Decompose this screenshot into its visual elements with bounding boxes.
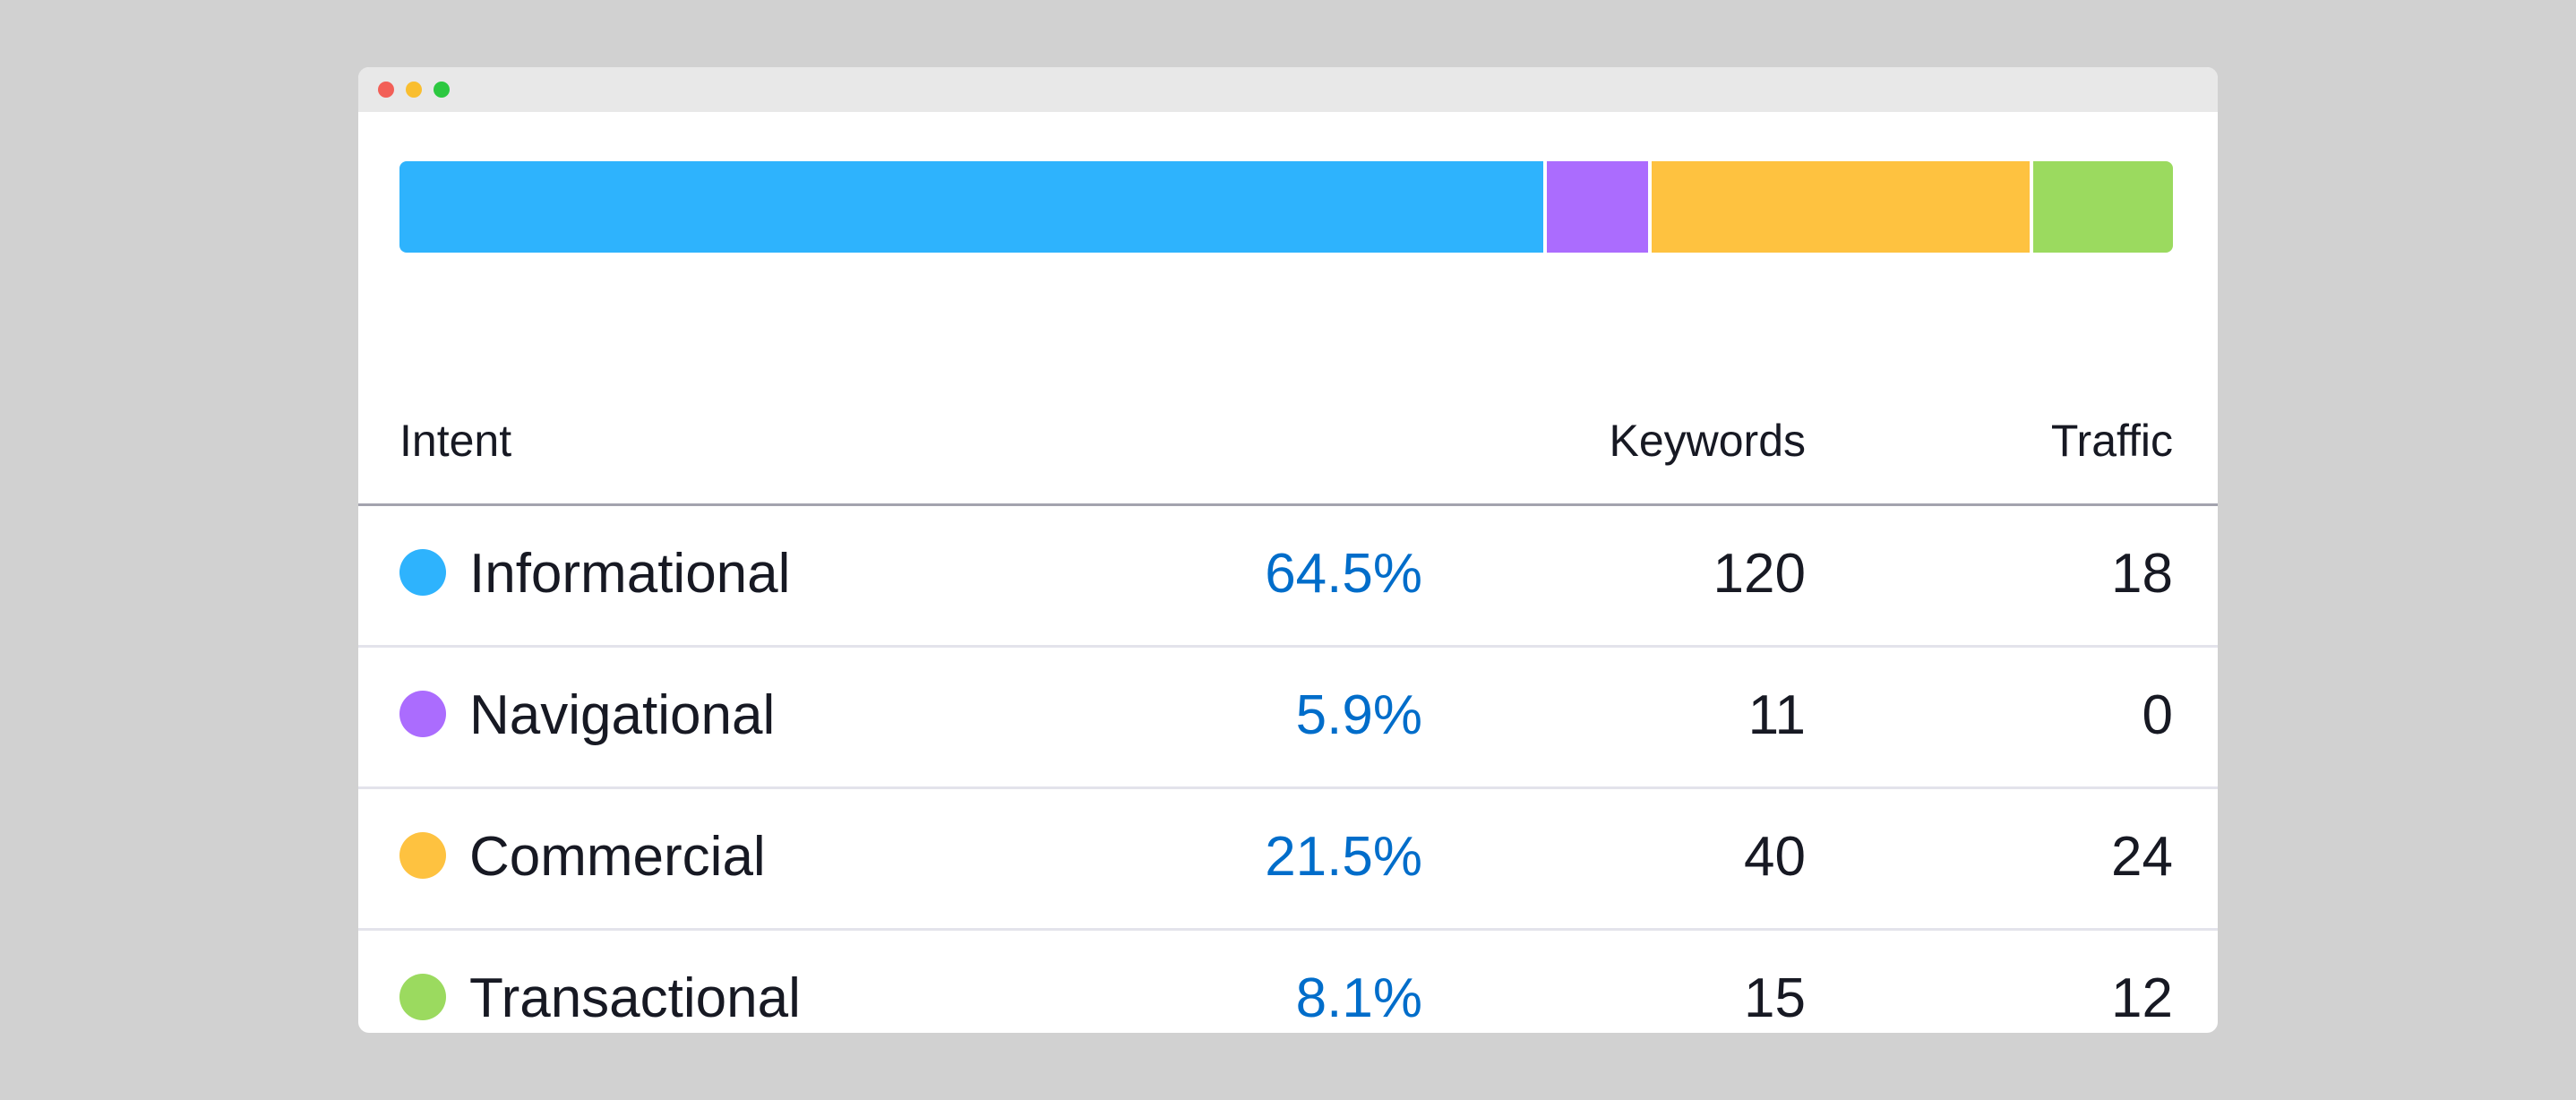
close-window-icon[interactable] (378, 82, 394, 98)
keywords-count[interactable]: 15 (1744, 967, 1806, 1029)
intent-distribution-bar (399, 161, 2173, 253)
table-row[interactable]: Commercial 21.5% 40 24 (358, 789, 2218, 931)
intent-label: Informational (469, 543, 791, 605)
column-header-keywords[interactable]: Keywords (1609, 416, 1806, 466)
traffic-count: 24 (2111, 826, 2173, 888)
maximize-window-icon[interactable] (434, 82, 450, 98)
table-row[interactable]: Informational 64.5% 120 18 (358, 506, 2218, 648)
column-header-traffic[interactable]: Traffic (2050, 416, 2173, 466)
intent-color-dot (399, 549, 446, 596)
bar-segment-navigational[interactable] (1543, 161, 1648, 253)
intent-label: Navigational (469, 684, 776, 746)
intent-color-dot (399, 974, 446, 1020)
intent-color-dot (399, 832, 446, 879)
minimize-window-icon[interactable] (406, 82, 422, 98)
bar-segment-informational[interactable] (399, 161, 1544, 253)
bar-segment-commercial[interactable] (1647, 161, 2030, 253)
bar-segment-transactional[interactable] (2029, 161, 2173, 253)
intent-percent: 5.9% (1295, 684, 1422, 746)
keywords-count[interactable]: 11 (1747, 684, 1806, 746)
keywords-count[interactable]: 40 (1744, 826, 1806, 888)
traffic-count: 12 (2111, 967, 2173, 1029)
intent-percent: 21.5% (1265, 826, 1422, 888)
app-window: Intent Keywords Traffic Informational 64… (358, 67, 2218, 1033)
traffic-count: 18 (2111, 543, 2173, 605)
window-titlebar (358, 67, 2218, 112)
table-row[interactable]: Transactional 8.1% 15 12 (358, 931, 2218, 1033)
intent-percent: 8.1% (1295, 967, 1422, 1029)
intent-label: Transactional (469, 967, 801, 1029)
table-row[interactable]: Navigational 5.9% 11 0 (358, 648, 2218, 789)
traffic-count: 0 (2142, 684, 2173, 746)
intent-label: Commercial (469, 826, 766, 888)
column-header-intent[interactable]: Intent (399, 416, 512, 466)
table-header: Intent Keywords Traffic (358, 400, 2218, 506)
intent-color-dot (399, 691, 446, 737)
keywords-count[interactable]: 120 (1713, 543, 1806, 605)
intent-percent: 64.5% (1265, 543, 1422, 605)
